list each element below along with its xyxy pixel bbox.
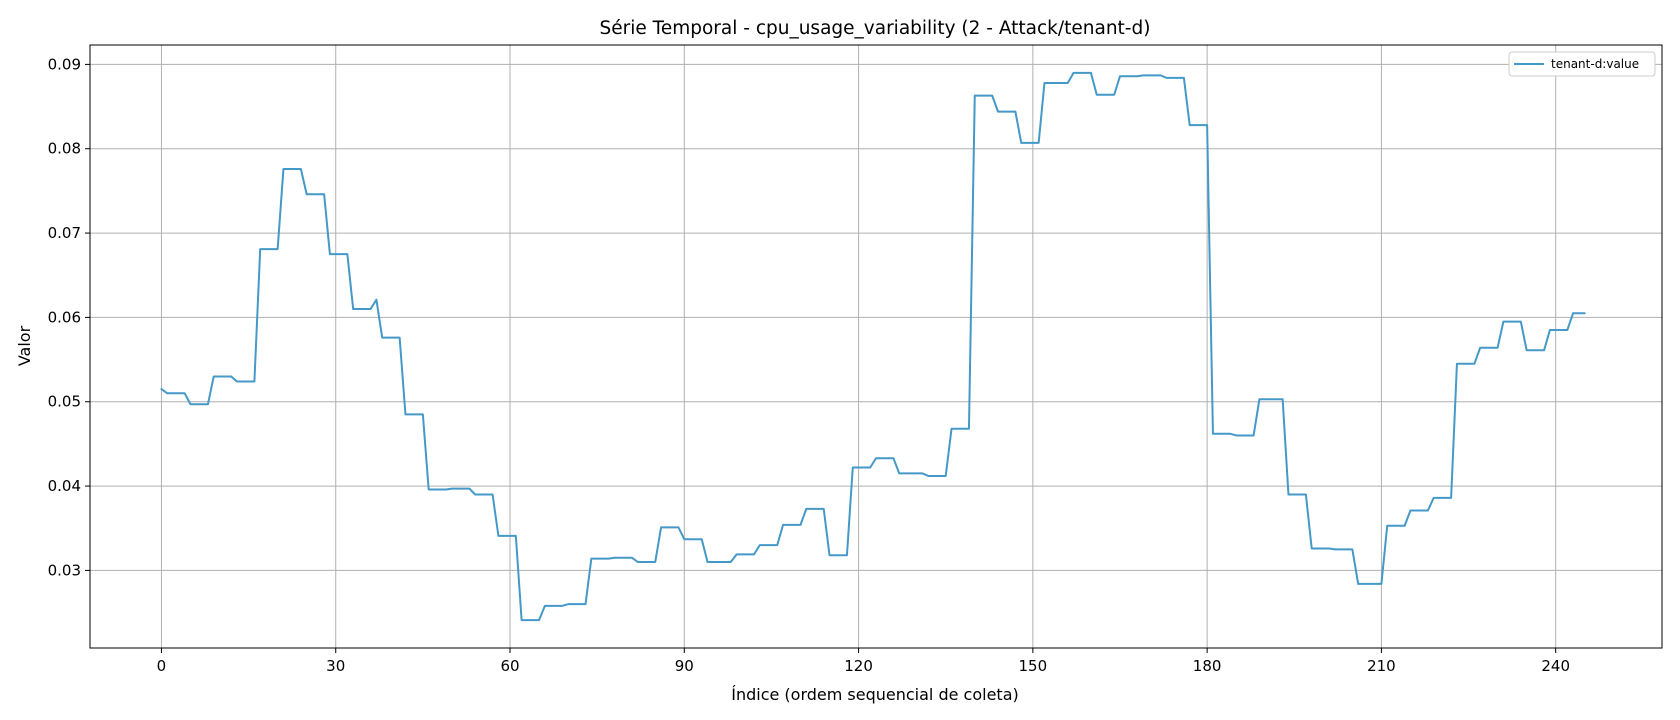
x-tick-label: 210 [1367, 657, 1396, 675]
y-axis-label: Valor [15, 325, 34, 366]
legend: tenant-d:value [1508, 51, 1656, 77]
x-tick-label: 150 [1019, 657, 1048, 675]
x-axis: 0 30 60 90 120 150 180 210 240 [157, 648, 1570, 675]
y-tick-label: 0.05 [48, 393, 81, 411]
x-tick-label: 0 [157, 657, 167, 675]
x-tick-label: 90 [675, 657, 694, 675]
x-tick-label: 120 [844, 657, 873, 675]
chart-title: Série Temporal - cpu_usage_variability (… [600, 18, 1151, 39]
x-tick-label: 30 [326, 657, 345, 675]
x-tick-label: 240 [1541, 657, 1570, 675]
y-tick-label: 0.07 [48, 224, 81, 242]
legend-label: tenant-d:value [1551, 57, 1639, 71]
y-tick-label: 0.04 [48, 477, 81, 495]
y-tick-label: 0.06 [48, 308, 81, 326]
x-tick-label: 180 [1193, 657, 1222, 675]
grid-lines [90, 45, 1662, 648]
y-tick-label: 0.08 [48, 140, 81, 158]
x-axis-label: Índice (ordem sequencial de coleta) [731, 685, 1019, 704]
x-tick-label: 60 [500, 657, 519, 675]
y-tick-label: 0.09 [48, 55, 81, 73]
y-tick-label: 0.03 [48, 561, 81, 579]
y-axis: 0.03 0.04 0.05 0.06 0.07 0.08 0.09 [48, 55, 90, 579]
plot-area-frame [89, 44, 1663, 649]
series-layer [160, 71, 1586, 622]
series-line [160, 71, 1586, 622]
legend-box [1508, 51, 1656, 77]
